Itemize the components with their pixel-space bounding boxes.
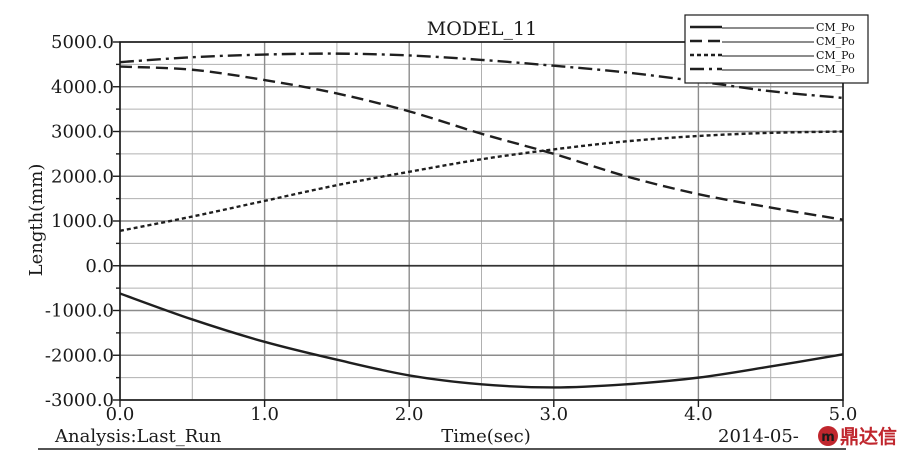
legend-label: CM_Po — [816, 49, 855, 62]
footer-date: 2014-05- — [718, 426, 799, 447]
y-tick-label: -3000.0 — [45, 390, 114, 411]
grid — [119, 41, 844, 401]
legend-label: CM_Po — [816, 63, 855, 76]
y-tick-label: 3000.0 — [51, 122, 114, 143]
watermark-logo: m 鼎达信 — [818, 425, 897, 448]
y-tick-label: 0.0 — [85, 256, 114, 277]
y-tick-label: -2000.0 — [45, 345, 114, 366]
x-tick-label: 1.0 — [250, 404, 279, 425]
x-tick-label: 2.0 — [395, 404, 424, 425]
legend-label: CM_Po — [816, 35, 855, 48]
x-tick-label: 5.0 — [829, 404, 858, 425]
y-axis-label: Length(mm) — [26, 164, 47, 277]
series-line-dashed — [119, 65, 844, 221]
series-line-dashdot — [119, 52, 844, 100]
footer-analysis: Analysis:Last_Run — [54, 426, 222, 447]
y-tick-label: 1000.0 — [51, 211, 114, 232]
chart-title: MODEL_11 — [427, 18, 537, 40]
y-tick-label: -1000.0 — [45, 301, 114, 322]
y-tick-label: 2000.0 — [51, 166, 114, 187]
watermark-icon — [818, 426, 838, 446]
watermark-icon-glyph: m — [821, 430, 835, 445]
legend-label: CM_Po — [816, 21, 855, 34]
y-tick-label: 4000.0 — [51, 77, 114, 98]
axis-ticks — [113, 41, 844, 407]
x-tick-label: 3.0 — [539, 404, 568, 425]
x-axis-label: Time(sec) — [441, 426, 531, 447]
series-line-solid — [119, 292, 844, 389]
x-tick-labels: 0.0 1.0 2.0 3.0 4.0 5.0 — [106, 404, 858, 425]
x-tick-label: 0.0 — [106, 404, 135, 425]
series-lines — [119, 52, 844, 389]
y-tick-label: 5000.0 — [51, 32, 114, 53]
y-tick-labels: -3000.0 -2000.0 -1000.0 0.0 1000.0 2000.0 3000… — [45, 32, 114, 411]
watermark-text: 鼎达信 — [840, 425, 897, 448]
x-tick-label: 4.0 — [684, 404, 713, 425]
